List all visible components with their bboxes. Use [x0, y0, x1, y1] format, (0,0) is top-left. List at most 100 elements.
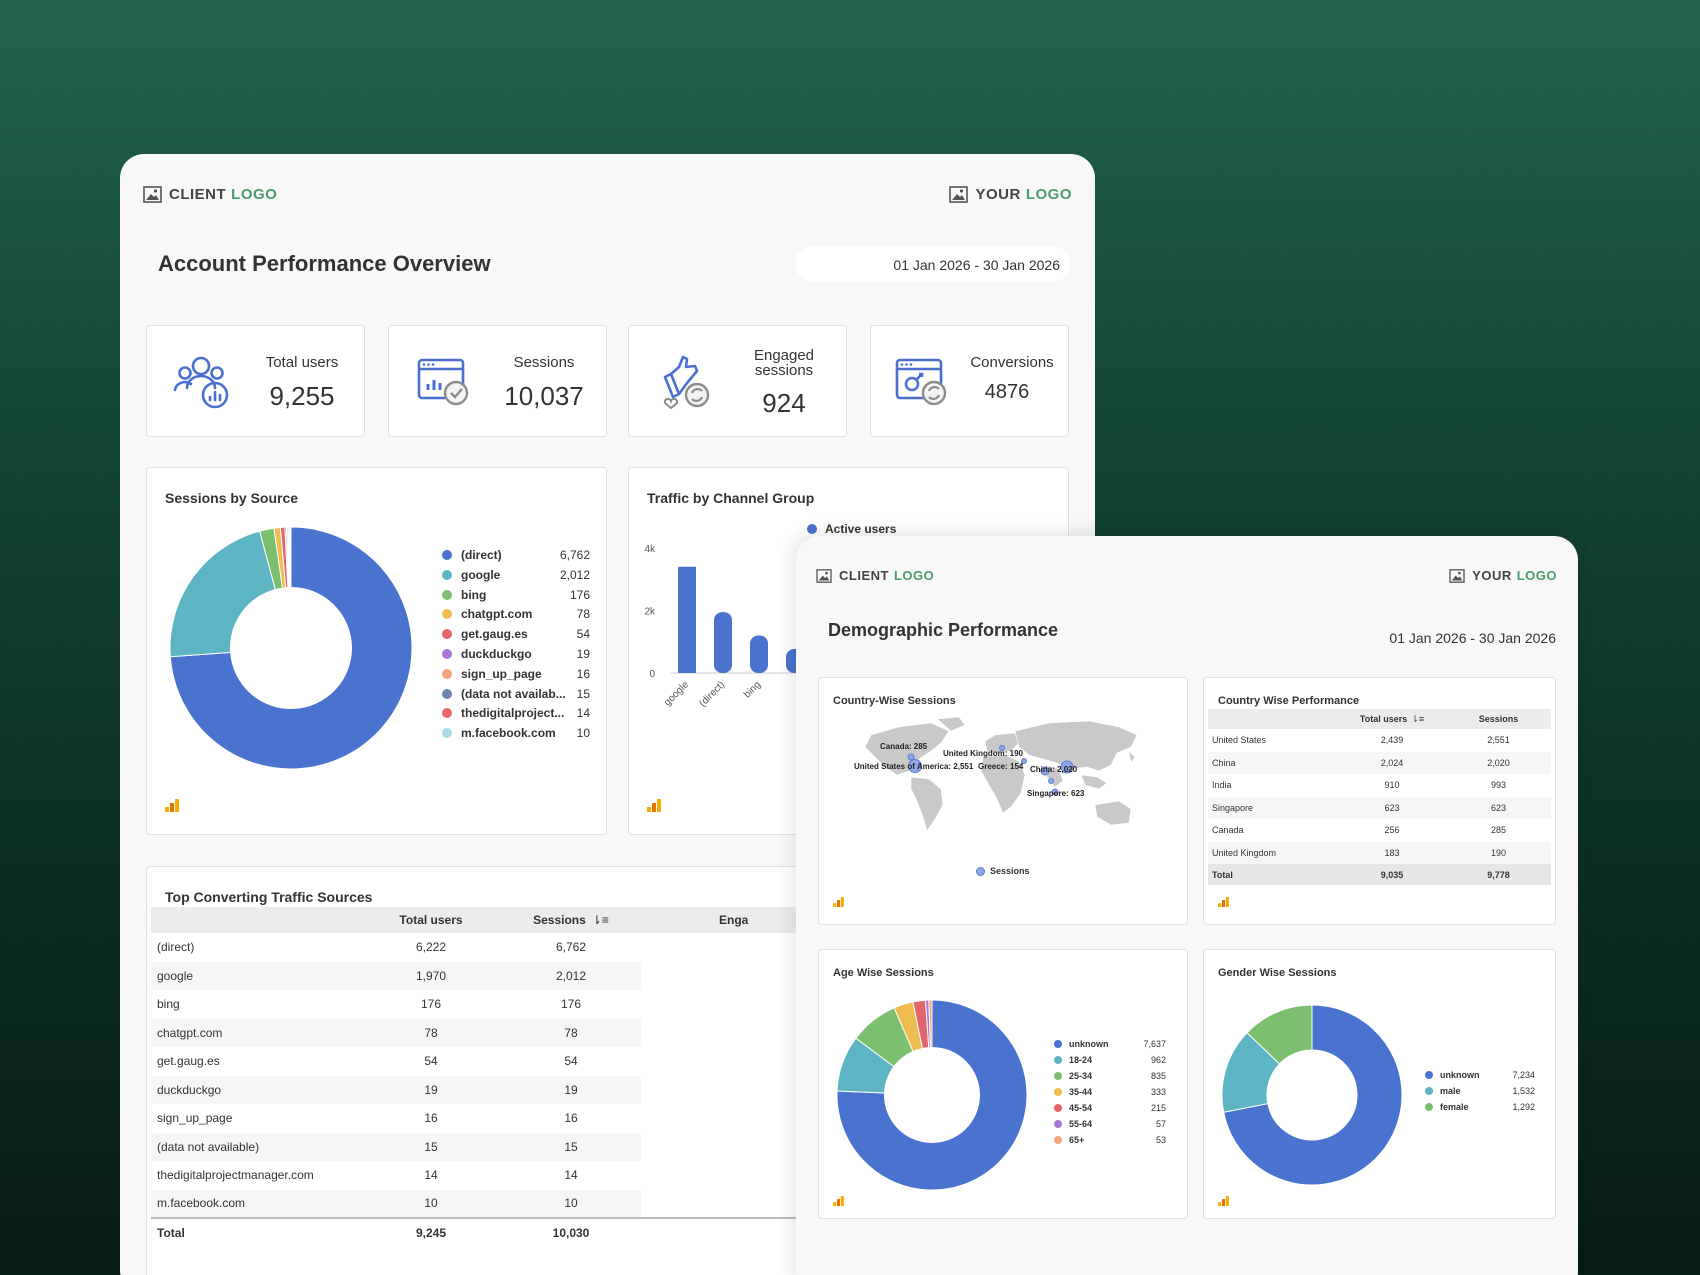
- country-sessions-card: Country-Wise Sessions: [818, 677, 1188, 925]
- legend-item[interactable]: google 2,012: [442, 568, 590, 582]
- legend-item[interactable]: 25-34 835: [1054, 1071, 1166, 1081]
- table-cell-value: 183: [1384, 847, 1400, 858]
- total-value: 9,245: [415, 1225, 447, 1240]
- legend-value: 53: [1155, 1135, 1166, 1145]
- gender-legend: unknown 7,234 male 1,532 female 1,292: [1425, 1070, 1535, 1120]
- column-header-total-users[interactable]: Total users: [399, 913, 463, 927]
- legend-label: 18-24: [1069, 1055, 1093, 1065]
- table-cell-value: 623: [1384, 802, 1400, 813]
- legend-item[interactable]: chatgpt.com 78: [442, 607, 590, 621]
- legend-item[interactable]: get.gaug.es 54: [442, 627, 590, 641]
- legend-item[interactable]: duckduckgo 19: [442, 647, 590, 661]
- kpi-card-total-users[interactable]: Total users 9,255: [146, 325, 365, 437]
- legend-item[interactable]: 55-64 57: [1054, 1119, 1166, 1129]
- donut-slice[interactable]: [169, 530, 276, 658]
- legend-item[interactable]: unknown 7,234: [1425, 1070, 1535, 1080]
- table-cell-value: 2,439: [1380, 735, 1404, 746]
- table-row[interactable]: Singapore 623 623: [1208, 796, 1551, 819]
- column-header-sessions[interactable]: Sessions ⇂≡: [501, 907, 641, 933]
- kpi-card-conversions[interactable]: Conversions 4876: [870, 325, 1069, 437]
- legend-swatch: [1054, 1104, 1062, 1112]
- sessions-by-source-legend: (direct) 6,762 google 2,012 bing 176 chatgpt.c…: [442, 548, 590, 748]
- legend-value: 962: [1150, 1055, 1166, 1065]
- legend-item[interactable]: 65+ 53: [1054, 1135, 1166, 1145]
- donut-slice[interactable]: [169, 526, 413, 770]
- kpi-label: Sessions: [513, 354, 575, 371]
- x-tick-label: google: [662, 679, 691, 708]
- kpi-value: 10,037: [504, 381, 584, 411]
- total-label: Total: [157, 1225, 185, 1240]
- legend-label: Active users: [825, 522, 897, 536]
- legend-item[interactable]: m.facebook.com 10: [442, 726, 590, 740]
- kpi-card-sessions[interactable]: Sessions 10,037: [388, 325, 607, 437]
- date-range[interactable]: 01 Jan 2026 - 30 Jan 2026: [1389, 630, 1556, 646]
- thumbs-up-refresh-icon: [663, 355, 710, 409]
- table-cell-value: 176: [560, 997, 582, 1012]
- your-logo-word2: LOGO: [1025, 186, 1072, 203]
- donut-slice[interactable]: [289, 526, 292, 589]
- legend-item[interactable]: sign_up_page 16: [442, 667, 590, 681]
- table-row[interactable]: United States 2,439 2,551: [1208, 729, 1551, 752]
- legend-value: 54: [576, 627, 590, 642]
- donut-slice[interactable]: [1223, 1004, 1403, 1186]
- legend-label: duckduckgo: [461, 647, 532, 661]
- legend-item[interactable]: female 1,292: [1425, 1102, 1535, 1112]
- country-performance-table: Total users ⇂≡ Sessions United States 2,43…: [1208, 709, 1551, 885]
- table-cell-name: thedigitalprojectmanager.com: [157, 1168, 314, 1183]
- legend-label: male: [1440, 1086, 1461, 1096]
- bar[interactable]: [714, 612, 732, 673]
- legend-item[interactable]: male 1,532: [1425, 1086, 1535, 1096]
- legend-value: 1,292: [1512, 1102, 1535, 1112]
- legend-value: 10: [576, 726, 590, 741]
- table-row[interactable]: China 2,024 2,020: [1208, 751, 1551, 774]
- table-row[interactable]: India 910 993: [1208, 774, 1551, 797]
- kpi-value: 9,255: [269, 381, 335, 411]
- legend-item[interactable]: 18-24 962: [1054, 1055, 1166, 1065]
- legend-item[interactable]: unknown 7,637: [1054, 1039, 1166, 1049]
- table-cell-value: 176: [420, 997, 442, 1012]
- age-sessions-card: Age Wise Sessions unknown 7,637 18-24 962 25…: [818, 949, 1188, 1219]
- legend-item[interactable]: (direct) 6,762: [442, 548, 590, 562]
- column-header-sessions[interactable]: Sessions: [1478, 714, 1519, 724]
- column-header: [1208, 709, 1338, 729]
- table-cell-value: 14: [564, 1168, 578, 1183]
- bar[interactable]: [678, 566, 696, 673]
- legend-value: 15: [576, 686, 590, 701]
- table-cell-value: 10: [424, 1196, 438, 1211]
- legend-item[interactable]: 35-44 333: [1054, 1087, 1166, 1097]
- legend-item[interactable]: thedigitalproject... 14: [442, 706, 590, 720]
- column-header-engaged[interactable]: Enga: [719, 913, 749, 927]
- kpi-label: Total users: [265, 354, 339, 371]
- total-value: 9,778: [1487, 869, 1510, 880]
- legend-label: 35-44: [1069, 1087, 1093, 1097]
- your-logo: YOUR LOGO: [1449, 568, 1557, 583]
- legend-item[interactable]: bing 176: [442, 588, 590, 602]
- table-cell-value: 54: [564, 1054, 578, 1069]
- map-label: United Kingdom: 190: [943, 749, 1024, 758]
- bar[interactable]: [750, 635, 768, 674]
- client-logo: CLIENT LOGO: [143, 186, 277, 203]
- traffic-bar-chart: 4k 2k 0 google (direct) bing: [644, 544, 1069, 709]
- sort-icon[interactable]: ⇂≡: [1411, 713, 1425, 724]
- legend-label: chatgpt.com: [461, 607, 533, 622]
- table-cell-value: 256: [1384, 825, 1400, 836]
- table-cell-name: Singapore: [1212, 802, 1254, 813]
- table-cell-value: 78: [424, 1025, 438, 1040]
- date-range-pill[interactable]: [795, 246, 1070, 282]
- table-cell-name: duckduckgo: [157, 1082, 222, 1097]
- donut-slice[interactable]: [1246, 1004, 1313, 1065]
- table-body: United States 2,439 2,551 China 2,024 2,020 In…: [1208, 729, 1551, 885]
- legend-swatch: [1054, 1072, 1062, 1080]
- kpi-card-engaged-sessions[interactable]: Engaged sessions 924: [628, 325, 847, 437]
- users-chart-icon: [173, 356, 229, 409]
- card-title: Sessions by Source: [165, 490, 299, 506]
- sort-icon[interactable]: ⇂≡: [591, 913, 609, 927]
- x-tick-label: (direct): [697, 679, 727, 709]
- table-row[interactable]: United Kingdom 183 190: [1208, 841, 1551, 864]
- legend-item[interactable]: (data not availab... 15: [442, 687, 590, 701]
- table-row[interactable]: Canada 256 285: [1208, 819, 1551, 842]
- column-header-total-users[interactable]: Total users ⇂≡: [1338, 709, 1446, 729]
- donut-slice[interactable]: [836, 999, 1028, 1191]
- donut-slice[interactable]: [928, 999, 933, 1049]
- legend-item[interactable]: 45-54 215: [1054, 1103, 1166, 1113]
